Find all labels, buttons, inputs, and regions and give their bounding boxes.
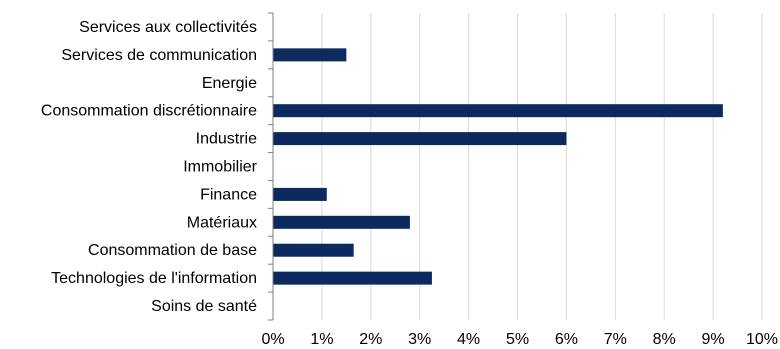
x-tick-label: 7% [604, 331, 627, 348]
x-tick-label: 10% [746, 331, 778, 348]
bar [273, 243, 354, 257]
x-tick-label: 0% [261, 331, 284, 348]
category-label: Finance [200, 186, 257, 203]
category-label: Consommation discrétionnaire [41, 103, 257, 120]
bar [273, 215, 410, 229]
gridlines [321, 13, 763, 320]
category-label: Immobilier [183, 159, 257, 176]
category-label: Matériaux [187, 214, 257, 231]
bar [273, 48, 347, 62]
category-label: Soins de santé [151, 298, 257, 315]
x-tick-label: 3% [408, 331, 431, 348]
bars [273, 48, 723, 285]
bar [273, 104, 723, 118]
category-label: Services aux collectivités [79, 19, 257, 36]
x-tick-labels: 0% 1% 2% 3% 4% 5% 6% 7% 8% 9% 10% [261, 331, 778, 348]
x-tick-label: 9% [702, 331, 725, 348]
category-label: Industrie [196, 131, 257, 148]
x-tick-label: 2% [359, 331, 382, 348]
category-label: Services de communication [61, 47, 257, 64]
x-tick-label: 1% [310, 331, 333, 348]
axes [268, 12, 274, 321]
category-label: Energie [202, 75, 257, 92]
bar [273, 271, 432, 285]
bar [273, 187, 327, 201]
x-tick-label: 8% [653, 331, 676, 348]
category-label: Consommation de base [88, 242, 257, 259]
x-tick-label: 6% [555, 331, 578, 348]
category-label: Technologies de l'information [51, 270, 257, 287]
x-tick-label: 5% [506, 331, 529, 348]
bar [273, 132, 567, 146]
x-tick-label: 4% [457, 331, 480, 348]
category-labels: Services aux collectivités Services de co… [41, 19, 258, 315]
